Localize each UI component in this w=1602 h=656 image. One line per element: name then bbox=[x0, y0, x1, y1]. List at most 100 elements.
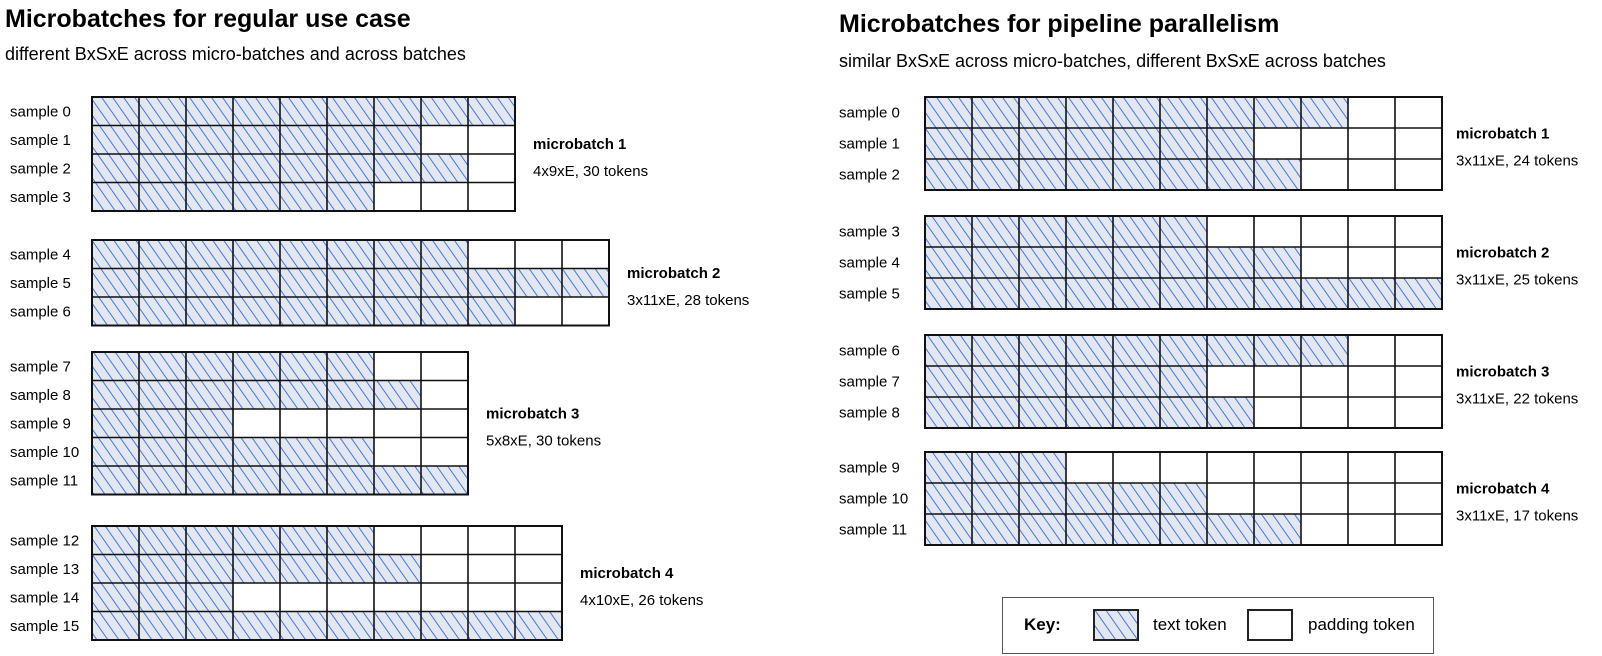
text-token-run bbox=[92, 268, 609, 297]
sample-label: sample 7 bbox=[10, 358, 71, 375]
sample-label: sample 9 bbox=[10, 415, 71, 432]
microbatch-dims: 3x11xE, 24 tokens bbox=[1456, 153, 1578, 170]
sample-label: sample 10 bbox=[10, 444, 79, 461]
sample-label: sample 14 bbox=[10, 589, 79, 606]
left-panel-title: Microbatches for regular use case bbox=[5, 5, 411, 33]
padding-token-run bbox=[468, 240, 609, 269]
microbatch-dims: 4x9xE, 30 tokens bbox=[533, 163, 648, 180]
sample-label: sample 7 bbox=[839, 374, 900, 391]
microbatch-label: microbatch 3 bbox=[486, 405, 579, 422]
text-token-run bbox=[92, 297, 515, 326]
microbatch-group: sample 9 sample 10 sample 11 microbatch 4 3x… bbox=[839, 451, 1578, 546]
padding-token-run bbox=[1301, 514, 1442, 545]
padding-token-run bbox=[421, 380, 468, 409]
right-panel-groups: sample 0 sample 1 sample 2 microbatch 1 3x11… bbox=[839, 96, 1578, 546]
padding-token-run bbox=[1301, 159, 1442, 190]
microbatch-grid-border bbox=[924, 334, 1443, 429]
microbatch-dims: 3x11xE, 17 tokens bbox=[1456, 508, 1578, 525]
microbatch-group: sample 3 sample 4 sample 5 microbatch 2 3x11… bbox=[839, 215, 1578, 310]
microbatch-label: microbatch 2 bbox=[1456, 245, 1549, 262]
microbatch-group: sample 12 sample 13 sample 14 sample 15 micr… bbox=[10, 525, 703, 641]
sample-label: sample 15 bbox=[10, 618, 79, 635]
microbatch-dims: 3x11xE, 25 tokens bbox=[1456, 272, 1578, 289]
microbatch-grid-border bbox=[91, 351, 469, 496]
microbatch-grid-border bbox=[91, 96, 516, 212]
sample-label: sample 5 bbox=[839, 286, 900, 303]
sample-label: sample 0 bbox=[10, 103, 71, 120]
sample-label: sample 6 bbox=[10, 303, 71, 320]
left-panel-subtitle: different BxSxE across micro-batches and… bbox=[5, 44, 466, 64]
padding-token-run bbox=[1207, 483, 1442, 514]
sample-label: sample 2 bbox=[10, 160, 71, 177]
text-token-run bbox=[925, 97, 1348, 128]
padding-token-run bbox=[374, 182, 515, 211]
sample-label: sample 1 bbox=[839, 136, 900, 153]
right-panel-subtitle: similar BxSxE across micro-batches, diff… bbox=[839, 51, 1386, 71]
text-token-run bbox=[925, 452, 1066, 483]
sample-label: sample 10 bbox=[839, 491, 908, 508]
microbatch-label: microbatch 2 bbox=[627, 265, 720, 282]
padding-token-run bbox=[1301, 247, 1442, 278]
sample-label: sample 0 bbox=[839, 105, 900, 122]
text-token-run bbox=[92, 554, 421, 583]
microbatch-dims: 5x8xE, 30 tokens bbox=[486, 432, 601, 449]
sample-label: sample 8 bbox=[839, 405, 900, 422]
text-token-run bbox=[92, 409, 233, 438]
text-token-run bbox=[925, 278, 1442, 309]
microbatch-label: microbatch 3 bbox=[1456, 364, 1549, 381]
sample-label: sample 3 bbox=[10, 189, 71, 206]
padding-token-swatch bbox=[1247, 609, 1293, 641]
text-token-run bbox=[925, 128, 1254, 159]
text-token-run bbox=[925, 397, 1254, 428]
padding-token-run bbox=[233, 583, 562, 612]
microbatch-grid-border bbox=[91, 525, 563, 641]
key-label: Key: bbox=[1024, 615, 1061, 634]
text-token-run bbox=[925, 335, 1348, 366]
microbatch-label: microbatch 4 bbox=[580, 565, 674, 582]
sample-label: sample 13 bbox=[10, 561, 79, 578]
sample-label: sample 6 bbox=[839, 343, 900, 360]
sample-label: sample 4 bbox=[839, 255, 900, 272]
microbatch-label: microbatch 4 bbox=[1456, 481, 1550, 498]
microbatch-group: sample 7 sample 8 sample 9 sample 10 sample … bbox=[10, 351, 601, 496]
microbatch-dims: 3x11xE, 28 tokens bbox=[627, 292, 749, 309]
text-token-run bbox=[92, 583, 233, 612]
right-panel-title: Microbatches for pipeline parallelism bbox=[839, 10, 1280, 38]
padding-token-run bbox=[1207, 366, 1442, 397]
text-token-run bbox=[92, 125, 421, 154]
padding-token-run bbox=[233, 409, 468, 438]
microbatch-group: sample 6 sample 7 sample 8 microbatch 3 3x11… bbox=[839, 334, 1578, 429]
sample-label: sample 4 bbox=[10, 246, 71, 263]
microbatch-group: sample 0 sample 1 sample 2 sample 3 microbat… bbox=[10, 96, 648, 212]
left-panel-groups: sample 0 sample 1 sample 2 sample 3 microbat… bbox=[10, 96, 749, 641]
microbatch-dims: 3x11xE, 22 tokens bbox=[1456, 391, 1578, 408]
microbatch-grid-border bbox=[924, 96, 1443, 191]
sample-label: sample 12 bbox=[10, 532, 79, 549]
microbatch-grid-border bbox=[91, 239, 610, 327]
microbatch-group: sample 0 sample 1 sample 2 microbatch 1 3x11… bbox=[839, 96, 1578, 191]
padding-token-run bbox=[468, 154, 515, 183]
sample-label: sample 3 bbox=[839, 224, 900, 241]
microbatch-label: microbatch 1 bbox=[1456, 126, 1549, 143]
microbatch-grid-border bbox=[924, 451, 1443, 546]
padding-token-label: padding token bbox=[1308, 615, 1415, 634]
sample-label: sample 9 bbox=[839, 460, 900, 477]
sample-label: sample 11 bbox=[10, 472, 78, 489]
sample-label: sample 5 bbox=[10, 275, 71, 292]
text-token-label: text token bbox=[1153, 615, 1227, 634]
padding-token-run bbox=[421, 554, 562, 583]
text-token-swatch bbox=[1093, 609, 1139, 641]
legend-key: Key: text token padding token bbox=[1002, 597, 1434, 654]
sample-label: sample 2 bbox=[839, 167, 900, 184]
sample-label: sample 1 bbox=[10, 132, 71, 149]
microbatch-dims: 4x10xE, 26 tokens bbox=[580, 592, 703, 609]
padding-token-run bbox=[1207, 216, 1442, 247]
microbatch-grid-border bbox=[924, 215, 1443, 310]
sample-label: sample 8 bbox=[10, 387, 71, 404]
text-token-run bbox=[92, 97, 515, 126]
sample-label: sample 11 bbox=[839, 522, 907, 539]
text-token-run bbox=[92, 380, 421, 409]
microbatch-label: microbatch 1 bbox=[533, 136, 626, 153]
microbatch-group: sample 4 sample 5 sample 6 microbatch 2 3x11… bbox=[10, 239, 749, 327]
